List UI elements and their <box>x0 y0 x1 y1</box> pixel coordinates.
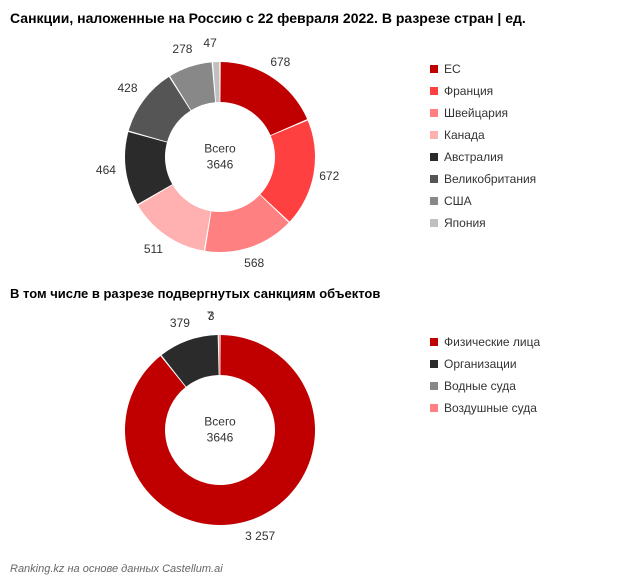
chart2-row: Всего 3646 3 25737973 Физические лицаОрг… <box>10 305 632 555</box>
legend-item: Австралия <box>430 150 536 164</box>
legend-swatch <box>430 382 438 390</box>
legend-label: Австралия <box>444 150 503 164</box>
slice-value-label: 278 <box>172 42 192 56</box>
slice-value-label: 464 <box>96 163 116 177</box>
legend-item: Швейцария <box>430 106 536 120</box>
slice-value-label: 678 <box>270 55 290 69</box>
slice-value-label: 47 <box>203 36 216 50</box>
chart1-legend: ЕС Франция Швейцария Канада Австралия Великоб… <box>430 62 536 238</box>
legend-label: ЕС <box>444 62 461 76</box>
legend-swatch <box>430 153 438 161</box>
legend-swatch <box>430 219 438 227</box>
legend-swatch <box>430 404 438 412</box>
legend-swatch <box>430 87 438 95</box>
legend-swatch <box>430 197 438 205</box>
legend-swatch <box>430 65 438 73</box>
legend-item: Франция <box>430 84 536 98</box>
chart2-center-label: Всего <box>204 414 235 430</box>
legend-label: Канада <box>444 128 485 142</box>
legend-swatch <box>430 131 438 139</box>
legend-item: ЕС <box>430 62 536 76</box>
chart1-center: Всего 3646 <box>204 141 235 172</box>
legend-label: США <box>444 194 472 208</box>
legend-swatch <box>430 338 438 346</box>
legend-swatch <box>430 109 438 117</box>
page-title: Санкции, наложенные на Россию с 22 февра… <box>10 10 632 26</box>
legend-item: Канада <box>430 128 536 142</box>
chart1-center-label: Всего <box>204 141 235 157</box>
legend-label: Организации <box>444 357 517 371</box>
legend-swatch <box>430 175 438 183</box>
legend-label: Физические лица <box>444 335 540 349</box>
chart2-legend: Физические лица Организации Водные суда Воз… <box>430 335 540 423</box>
legend-item: Великобритания <box>430 172 536 186</box>
legend-item: Воздушные суда <box>430 401 540 415</box>
chart2-center: Всего 3646 <box>204 414 235 445</box>
slice-value-label: 379 <box>170 316 190 330</box>
donut-slice <box>220 62 307 135</box>
legend-item: Водные суда <box>430 379 540 393</box>
chart1-center-total: 3646 <box>204 157 235 173</box>
legend-label: Водные суда <box>444 379 516 393</box>
chart1-container: Всего 3646 678 672 568 511 464 428 278 47 <box>10 32 430 282</box>
legend-swatch <box>430 360 438 368</box>
legend-label: Франция <box>444 84 493 98</box>
donut-slice <box>219 335 220 375</box>
legend-item: Физические лица <box>430 335 540 349</box>
slice-value-label: 568 <box>244 256 264 270</box>
legend-label: Швейцария <box>444 106 508 120</box>
legend-item: США <box>430 194 536 208</box>
subtitle: В том числе в разрезе подвергнутых санкц… <box>10 286 632 301</box>
slice-value-label: 3 <box>208 309 215 323</box>
legend-label: Великобритания <box>444 172 536 186</box>
slice-value-label: 511 <box>144 242 163 256</box>
chart1-row: Всего 3646 678 672 568 511 464 428 278 47 ЕС Фра… <box>10 32 632 282</box>
legend-label: Япония <box>444 216 486 230</box>
legend-label: Воздушные суда <box>444 401 537 415</box>
slice-value-label: 428 <box>117 81 137 95</box>
chart2-center-total: 3646 <box>204 430 235 446</box>
source-text: Ranking.kz на основе данных Castellum.ai <box>10 563 632 575</box>
chart2-container: Всего 3646 3 25737973 <box>10 305 430 555</box>
slice-value-label: 672 <box>319 169 339 183</box>
slice-value-label: 3 257 <box>245 529 275 543</box>
legend-item: Организации <box>430 357 540 371</box>
legend-item: Япония <box>430 216 536 230</box>
